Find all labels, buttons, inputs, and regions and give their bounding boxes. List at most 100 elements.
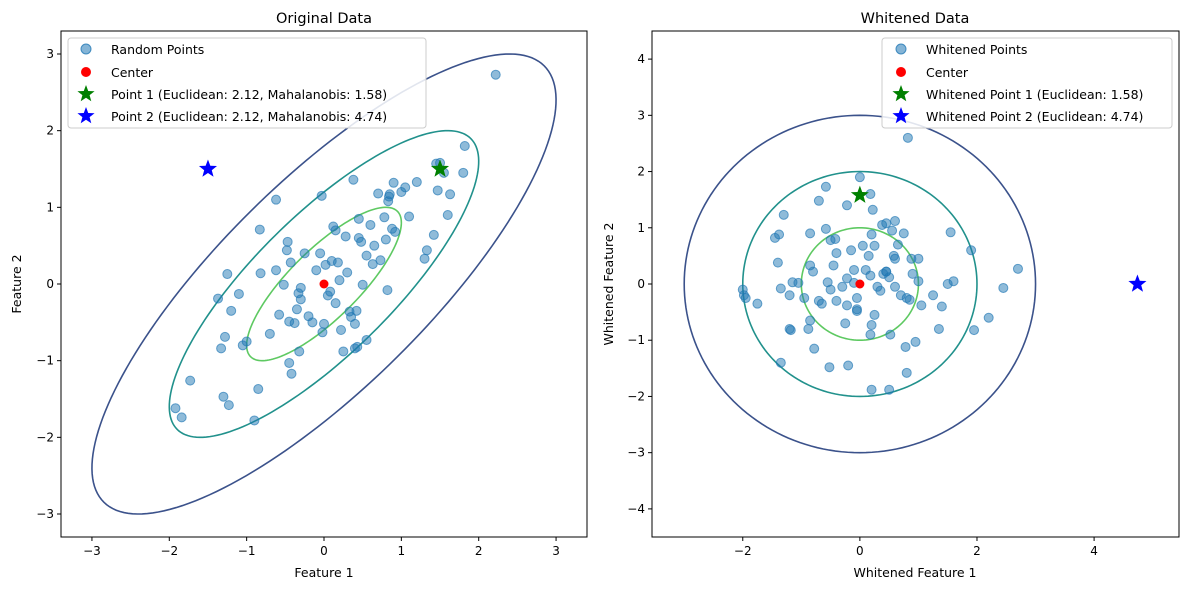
- y-tick-label: 2: [637, 165, 645, 179]
- legend-label: Whitened Points: [926, 42, 1027, 57]
- marker-group: [850, 185, 1147, 292]
- y-tick-label: 4: [637, 52, 645, 66]
- data-point: [936, 301, 947, 312]
- y-tick-label: −4: [627, 502, 645, 516]
- data-point: [831, 295, 842, 306]
- y-tick-label: −3: [627, 446, 645, 460]
- data-point: [840, 318, 851, 329]
- point2-star: [198, 159, 218, 177]
- data-point: [367, 259, 378, 270]
- x-axis-label: Whitened Feature 1: [853, 565, 976, 580]
- data-point: [458, 167, 469, 178]
- legend: Whitened Points Center Whitened Point 1 …: [881, 37, 1173, 129]
- data-point: [828, 260, 839, 271]
- legend-star-icon: [77, 85, 95, 102]
- data-point: [969, 325, 980, 336]
- x-tick-label: −2: [734, 544, 752, 558]
- data-point: [390, 226, 401, 237]
- point1-star: [430, 159, 450, 177]
- data-point: [830, 234, 841, 245]
- x-tick-label: 0: [320, 544, 328, 558]
- data-point: [375, 255, 386, 266]
- data-point: [295, 282, 306, 293]
- y-tick-label: 3: [637, 108, 645, 122]
- legend-label: Whitened Point 1 (Euclidean: 1.58): [926, 87, 1143, 102]
- data-point: [902, 132, 913, 143]
- data-point: [948, 276, 959, 287]
- data-point: [342, 267, 353, 278]
- data-point: [865, 329, 876, 340]
- legend-label: Point 2 (Euclidean: 2.12, Mahalanobis: 4…: [111, 109, 387, 124]
- x-tick-label: 2: [973, 544, 981, 558]
- data-point: [361, 250, 372, 261]
- y-tick-label: −2: [36, 430, 54, 444]
- data-point: [775, 283, 786, 294]
- x-tick-label: 0: [856, 544, 864, 558]
- data-point: [299, 248, 310, 259]
- data-point: [278, 279, 289, 290]
- y-tick-label: −2: [627, 389, 645, 403]
- data-point: [884, 384, 895, 395]
- data-point: [241, 336, 252, 347]
- data-point: [910, 336, 921, 347]
- data-point: [384, 189, 395, 200]
- data-point: [805, 315, 816, 326]
- data-point: [851, 305, 862, 316]
- data-point: [233, 288, 244, 299]
- data-point: [351, 305, 362, 316]
- center-point: [855, 279, 865, 289]
- data-point: [846, 245, 857, 256]
- data-point: [824, 362, 835, 373]
- legend-label: Center: [926, 65, 969, 80]
- data-point: [428, 229, 439, 240]
- data-point: [353, 213, 364, 224]
- y-tick-label: −1: [36, 354, 54, 368]
- data-point: [913, 276, 924, 287]
- data-point: [793, 277, 804, 288]
- data-point: [264, 328, 275, 339]
- data-point: [983, 312, 994, 323]
- data-point: [334, 275, 345, 286]
- data-point: [388, 177, 399, 188]
- data-point: [286, 368, 297, 379]
- data-point: [892, 239, 903, 250]
- data-point: [348, 174, 359, 185]
- data-point: [361, 334, 372, 345]
- data-point: [404, 211, 415, 222]
- x-tick-label: 2: [475, 544, 483, 558]
- contour-level-2: [168, 129, 480, 439]
- data-point: [271, 194, 282, 205]
- data-point: [365, 219, 376, 230]
- legend-marker-center: [896, 67, 906, 77]
- x-tick-label: −3: [83, 544, 101, 558]
- data-point: [820, 181, 831, 192]
- data-point: [928, 290, 939, 301]
- y-axis: −3 −2 −1 0 1 2 3: [36, 47, 61, 521]
- data-point: [400, 182, 411, 193]
- legend-marker-point2: [77, 107, 95, 124]
- data-point: [284, 357, 295, 368]
- y-tick-label: −1: [627, 333, 645, 347]
- data-point: [966, 245, 977, 256]
- data-point: [442, 210, 453, 220]
- legend-marker-center: [81, 67, 91, 77]
- chart-title: Whitened Data: [861, 11, 970, 27]
- data-point: [311, 265, 322, 276]
- data-point: [866, 384, 877, 395]
- y-tick-label: −3: [36, 507, 54, 521]
- data-point: [369, 240, 380, 251]
- data-point: [808, 266, 819, 277]
- data-point: [336, 325, 347, 335]
- data-point: [325, 286, 336, 297]
- contour-level-1: [245, 206, 403, 362]
- data-point: [813, 195, 824, 206]
- data-point: [837, 281, 848, 292]
- data-point: [319, 318, 329, 329]
- data-point: [216, 343, 227, 354]
- data-point: [281, 245, 292, 256]
- data-point: [785, 325, 796, 336]
- point2-star: [1128, 274, 1147, 292]
- x-axis-label: Feature 1: [294, 565, 353, 580]
- data-point: [820, 223, 831, 234]
- chart-whitened-data: Whitened Data −2 0 2 4 −4 −3 −2 −1 0 1 2 3 4 Whiten…: [601, 11, 1180, 580]
